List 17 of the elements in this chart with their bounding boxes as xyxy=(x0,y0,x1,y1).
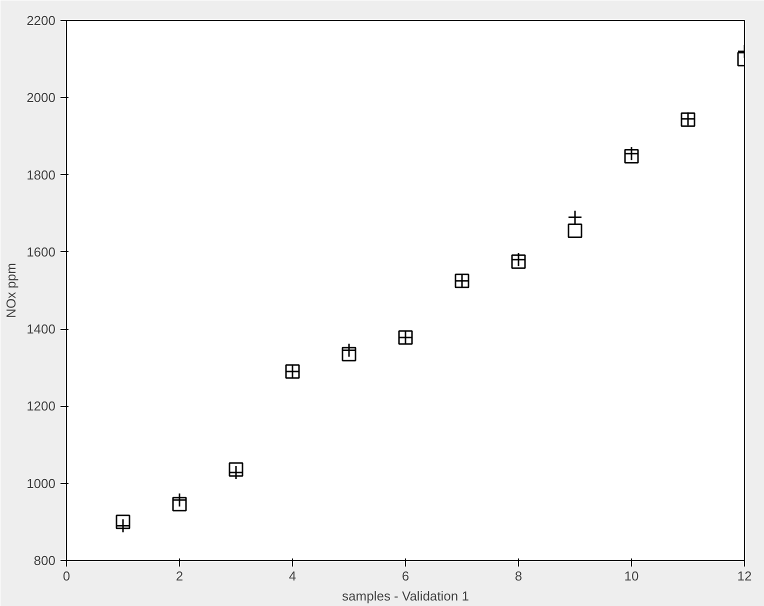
x-tick-label: 10 xyxy=(624,568,639,584)
y-tick-label: 1800 xyxy=(26,167,56,182)
y-tick-label: 2200 xyxy=(26,13,56,28)
x-tick-label: 8 xyxy=(514,568,522,584)
x-tick-label: 0 xyxy=(62,568,70,584)
y-tick-label: 1600 xyxy=(26,244,56,260)
x-tick-label: 4 xyxy=(288,568,296,584)
x-tick-label: 2 xyxy=(176,568,184,584)
y-tick-label: 800 xyxy=(34,553,56,568)
y-tick-label: 1000 xyxy=(26,476,56,491)
x-tick-label: 12 xyxy=(737,568,752,584)
y-tick-label: 1400 xyxy=(26,322,56,337)
y-tick-label: 1200 xyxy=(26,398,56,414)
y-tick-label: 2000 xyxy=(26,90,56,106)
y-axis-title: NOx ppm xyxy=(4,263,19,318)
x-axis-title: samples - Validation 1 xyxy=(342,588,469,604)
x-tick-label: 6 xyxy=(402,568,410,584)
